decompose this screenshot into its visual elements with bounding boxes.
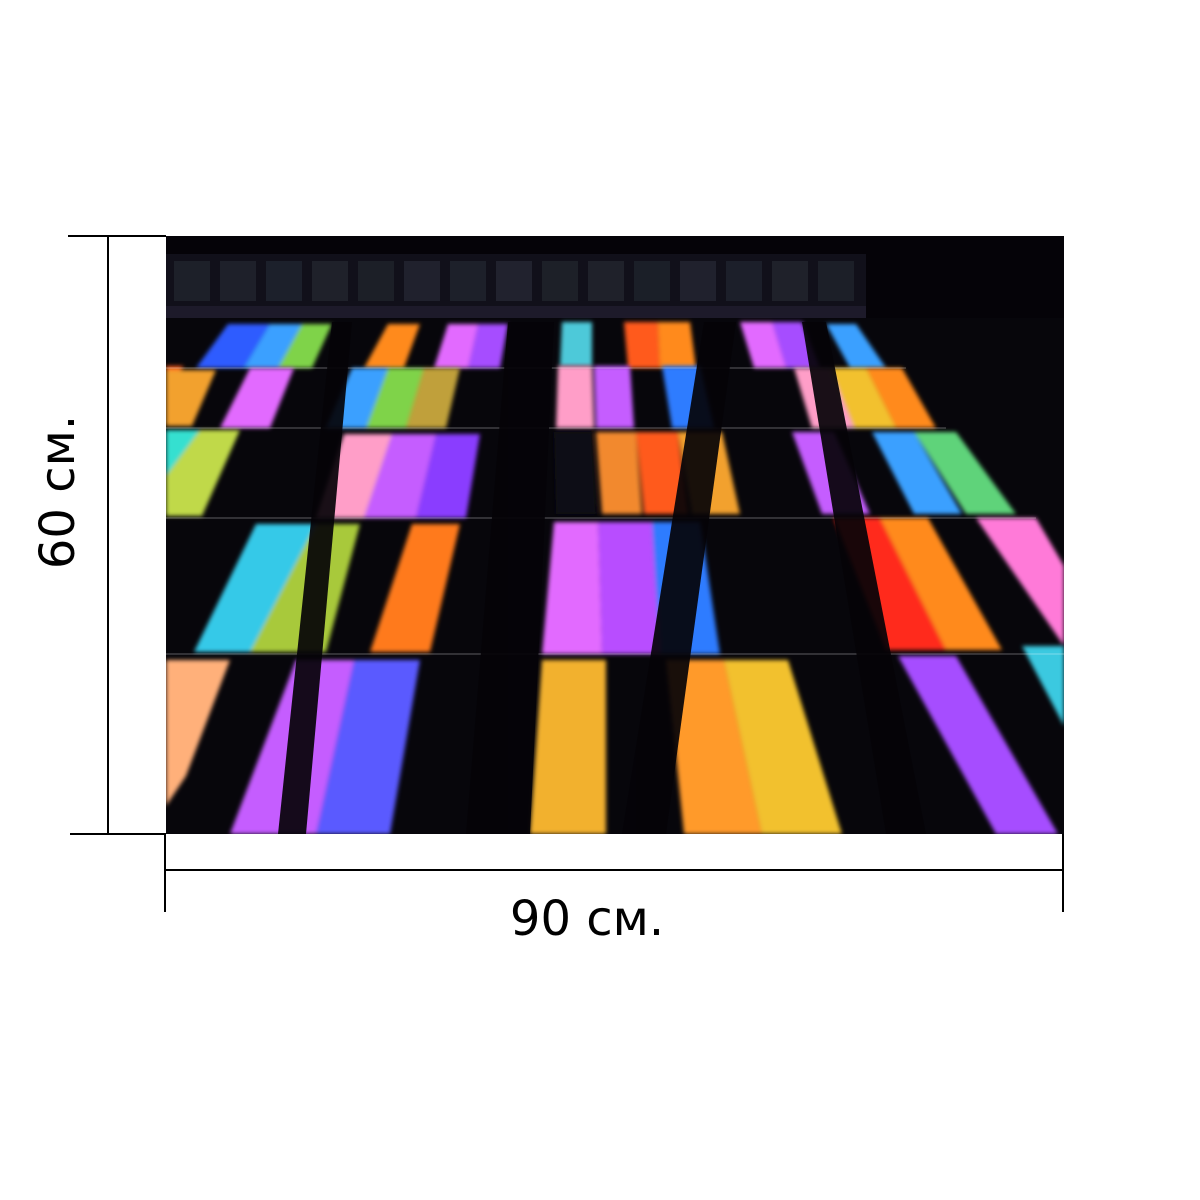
height-dimension-bottom-tick [70, 833, 166, 835]
height-dimension-top-tick [68, 235, 166, 237]
width-dimension-left-tick [164, 834, 166, 912]
width-dimension-right-tick [1062, 834, 1064, 912]
product-photo [166, 236, 1064, 834]
width-label: 90 см. [509, 891, 665, 947]
height-label: 60 см. [30, 414, 86, 570]
width-dimension-line [164, 869, 1064, 871]
height-dimension-line [107, 235, 109, 835]
colorful-light-panels-image [166, 236, 1064, 834]
